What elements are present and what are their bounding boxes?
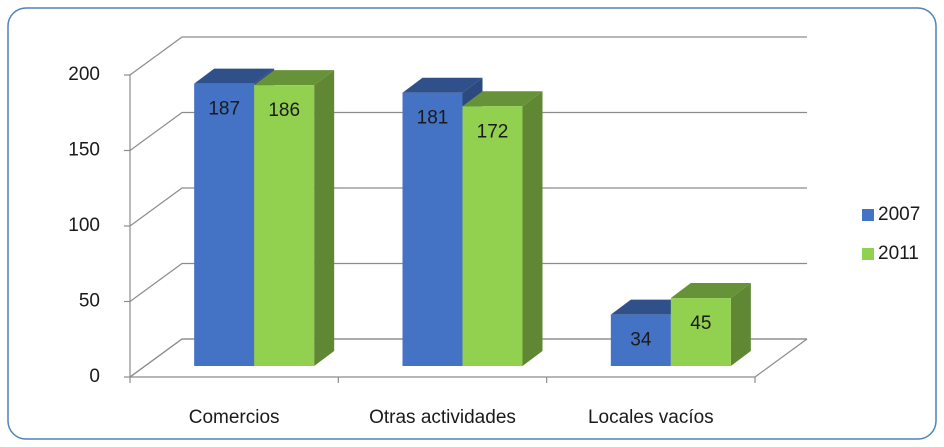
bar-top <box>462 91 543 107</box>
grid-line <box>129 187 807 227</box>
y-tick-label: 150 <box>68 140 100 161</box>
bar-side <box>522 91 543 366</box>
bar-top <box>194 68 275 84</box>
bar-front <box>254 85 315 366</box>
x-tick-label: Otras actividades <box>369 407 516 428</box>
bar-front <box>462 106 523 366</box>
data-label: 181 <box>417 108 449 129</box>
bar-side <box>730 283 751 366</box>
y-tick-label: 50 <box>79 291 100 312</box>
grid-line <box>129 111 807 151</box>
x-tick-label: Locales vacíos <box>588 407 714 428</box>
x-tick-label: Comercios <box>189 407 280 428</box>
grid-line <box>129 36 807 76</box>
bar-top <box>402 77 483 93</box>
data-label: 187 <box>208 99 240 120</box>
bar-side <box>314 70 335 366</box>
bar-top <box>254 70 335 86</box>
bar-front <box>610 314 671 366</box>
legend-label: 2011 <box>878 243 919 264</box>
data-label: 186 <box>268 100 300 121</box>
bar-front <box>402 92 463 366</box>
y-tick-label: 100 <box>68 215 100 236</box>
legend-swatch <box>862 209 874 221</box>
bar <box>254 70 335 366</box>
bar-top <box>670 283 751 299</box>
data-label: 34 <box>630 330 652 351</box>
legend-label: 2007 <box>878 204 920 225</box>
grid-line <box>129 262 807 302</box>
grid-line <box>129 338 807 378</box>
data-label: 45 <box>690 313 711 334</box>
bar <box>462 91 543 366</box>
bar <box>670 283 751 366</box>
bar-front <box>670 298 731 366</box>
legend-swatch <box>862 248 874 260</box>
data-label: 172 <box>477 121 509 142</box>
bar-front <box>194 83 255 366</box>
y-tick-label: 0 <box>89 366 100 387</box>
y-tick-label: 200 <box>68 64 100 85</box>
